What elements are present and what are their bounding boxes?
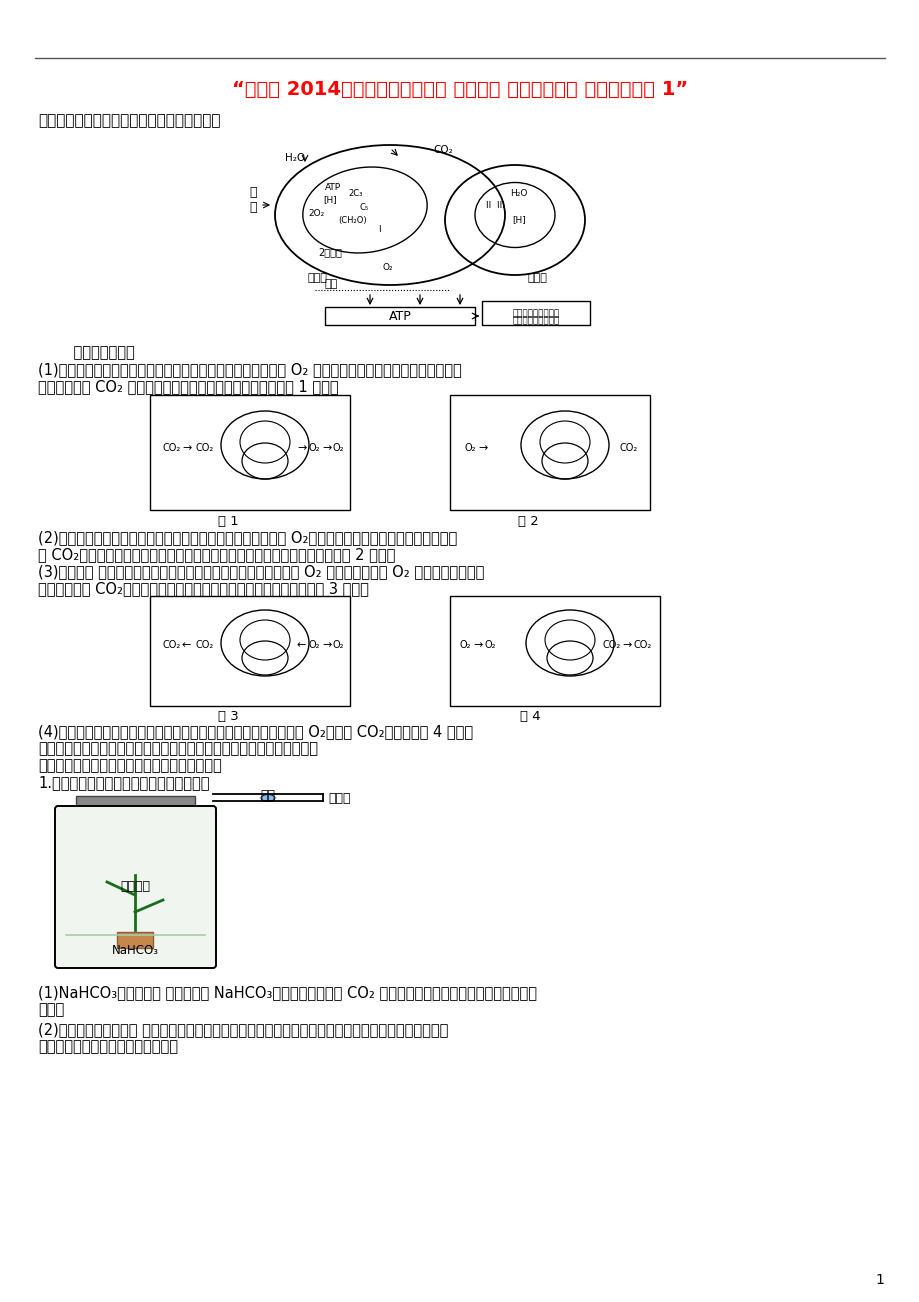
Ellipse shape bbox=[261, 794, 275, 802]
Text: (2)中性光照：光合作用速率等于细胞呼吸速率。叶綠体产生的 O₂供给线粒体进行细胞呼吸。线粒体产生: (2)中性光照：光合作用速率等于细胞呼吸速率。叶綠体产生的 O₂供给线粒体进行细… bbox=[38, 530, 457, 546]
Text: O₂: O₂ bbox=[333, 443, 344, 453]
Text: H₂O: H₂O bbox=[509, 189, 527, 198]
Text: →: → bbox=[322, 443, 331, 453]
Text: 图 1: 图 1 bbox=[218, 516, 238, 529]
Text: 热能: 热能 bbox=[324, 279, 338, 289]
Text: CO₂: CO₂ bbox=[433, 145, 452, 155]
FancyBboxPatch shape bbox=[482, 301, 589, 326]
Text: →: → bbox=[297, 443, 306, 453]
Text: O₂: O₂ bbox=[309, 641, 320, 650]
Text: [H]: [H] bbox=[512, 216, 525, 224]
Text: →: → bbox=[478, 443, 487, 453]
Text: ATP: ATP bbox=[324, 184, 341, 193]
Text: (2)植物光合速率指标： 植物光合作用释放氧气，使容器内气体压强增大，毛细管内的水滴右移。单位时: (2)植物光合速率指标： 植物光合作用释放氧气，使容器内气体压强增大，毛细管内的… bbox=[38, 1022, 448, 1036]
Text: 线粒体: 线粒体 bbox=[528, 273, 548, 283]
Text: ←: ← bbox=[182, 641, 191, 650]
Text: 的 CO₂供给叶綠体进行光合作用，叶片与外界环境不进行气体交换。过程如图 2 所示。: 的 CO₂供给叶綠体进行光合作用，叶片与外界环境不进行气体交换。过程如图 2 所… bbox=[38, 547, 395, 562]
Text: CO₂: CO₂ bbox=[196, 641, 214, 650]
FancyBboxPatch shape bbox=[150, 395, 349, 510]
Text: →: → bbox=[322, 641, 331, 650]
Text: 植物生长、吸能反应: 植物生长、吸能反应 bbox=[512, 316, 559, 326]
Text: 光
能: 光 能 bbox=[249, 186, 256, 214]
Text: 1.表观（净）光合速率的测定方法（如图）: 1.表观（净）光合速率的测定方法（如图） bbox=[38, 775, 210, 790]
Text: O₂: O₂ bbox=[464, 443, 476, 453]
Text: “【备考 2014】高考生物一轮复习 疑难聚焦 专讲专题学案 新人教版必修 1”: “【备考 2014】高考生物一轮复习 疑难聚焦 专讲专题学案 新人教版必修 1” bbox=[232, 79, 687, 99]
Text: 叶綠体: 叶綠体 bbox=[308, 273, 327, 283]
Text: CO₂: CO₂ bbox=[163, 641, 181, 650]
Text: (1)NaHCO₃溶液作用： 玻璃瓶中的 NaHCO₃溶液保证了容器内 CO₂ 浓度的恒定，满足了綠色植物光合作用的: (1)NaHCO₃溶液作用： 玻璃瓶中的 NaHCO₃溶液保证了容器内 CO₂ … bbox=[38, 986, 537, 1000]
Text: C₅: C₅ bbox=[359, 203, 369, 211]
Text: 2O₂: 2O₂ bbox=[308, 208, 323, 217]
Text: ATP: ATP bbox=[388, 310, 411, 323]
Text: CO₂: CO₂ bbox=[633, 641, 652, 650]
Text: O₂: O₂ bbox=[460, 641, 471, 650]
Text: O₂: O₂ bbox=[309, 443, 320, 453]
FancyBboxPatch shape bbox=[449, 395, 650, 510]
FancyBboxPatch shape bbox=[150, 596, 349, 706]
Text: (3)弱光光照 光合作用速率小于细胞呼吸速率。叶綠体产生的全部 O₂ 和从外界吸收的 O₂ 供给线粒体利用。: (3)弱光光照 光合作用速率小于细胞呼吸速率。叶綠体产生的全部 O₂ 和从外界吸… bbox=[38, 564, 483, 579]
Text: 图 3: 图 3 bbox=[218, 710, 238, 723]
FancyBboxPatch shape bbox=[324, 307, 474, 326]
Text: 三、光合作用、细胞呼吸的测定方法及实验装置: 三、光合作用、细胞呼吸的测定方法及实验装置 bbox=[38, 758, 221, 773]
Text: (4)黑暗情况：不进行光合作用，只进行细胞呼吸，叶片从外界吸收 O₂，释放 CO₂。过程如图 4 所示。: (4)黑暗情况：不进行光合作用，只进行细胞呼吸，叶片从外界吸收 O₂，释放 CO… bbox=[38, 724, 472, 740]
Text: 1: 1 bbox=[875, 1273, 883, 1286]
Bar bbox=[117, 932, 153, 948]
Text: 动态分析如下：: 动态分析如下： bbox=[55, 345, 134, 359]
Text: CO₂: CO₂ bbox=[602, 641, 620, 650]
Text: I: I bbox=[378, 224, 380, 233]
Bar bbox=[76, 796, 195, 809]
Text: O₂: O₂ bbox=[382, 263, 393, 272]
Text: O₂: O₂ bbox=[484, 641, 496, 650]
Text: CO₂: CO₂ bbox=[196, 443, 214, 453]
Text: 一、光合作用、细胞呼吸关系图解及动态分析: 一、光合作用、细胞呼吸关系图解及动态分析 bbox=[38, 113, 221, 128]
Text: 水滴: 水滴 bbox=[260, 789, 275, 802]
Text: 线粒体产生的 CO₂除供给叶綠体利用外，其余释放到叶片外。过程如图 3 所示。: 线粒体产生的 CO₂除供给叶綠体利用外，其余释放到叶片外。过程如图 3 所示。 bbox=[38, 581, 369, 596]
Text: 2丙酮酸: 2丙酮酸 bbox=[318, 247, 342, 256]
Text: (CH₂O): (CH₂O) bbox=[337, 216, 367, 225]
Text: 细胞分裂、主动运输: 细胞分裂、主动运输 bbox=[512, 310, 559, 319]
Text: [H]: [H] bbox=[323, 195, 336, 204]
FancyBboxPatch shape bbox=[55, 806, 216, 967]
Text: O₂: O₂ bbox=[333, 641, 344, 650]
Text: →: → bbox=[621, 641, 630, 650]
Text: ←: ← bbox=[297, 641, 306, 650]
Text: 图 2: 图 2 bbox=[517, 516, 538, 529]
Text: 间内水滴右移的体积即为光合速率。: 间内水滴右移的体积即为光合速率。 bbox=[38, 1039, 177, 1055]
FancyBboxPatch shape bbox=[449, 596, 659, 706]
Text: 图 4: 图 4 bbox=[519, 710, 539, 723]
Text: 綠色植物: 綠色植物 bbox=[119, 880, 150, 893]
Text: 叶綠体需要的 CO₂ 的来源：线粒体产生＋外界吸收。过程如图 1 所示。: 叶綠体需要的 CO₂ 的来源：线粒体产生＋外界吸收。过程如图 1 所示。 bbox=[38, 379, 338, 395]
Text: (1)强光光照：光合作用速率大于细胞呼吸速率。叶綠体产生的 O₂ 的去向：供给线粒体＋释放到叶片外。: (1)强光光照：光合作用速率大于细胞呼吸速率。叶綠体产生的 O₂ 的去向：供给线… bbox=[38, 362, 461, 378]
Text: H₂O: H₂O bbox=[285, 154, 305, 163]
Text: →: → bbox=[472, 641, 482, 650]
Text: 需求。: 需求。 bbox=[38, 1003, 64, 1017]
Text: →: → bbox=[182, 443, 191, 453]
Text: CO₂: CO₂ bbox=[619, 443, 638, 453]
Text: 二、光合作用、细胞呼吸坐标曲线解读（参见前面知识，此处不再展开）: 二、光合作用、细胞呼吸坐标曲线解读（参见前面知识，此处不再展开） bbox=[38, 741, 318, 756]
Text: II  III: II III bbox=[485, 201, 504, 210]
Text: 2C₃: 2C₃ bbox=[347, 189, 362, 198]
Text: CO₂: CO₂ bbox=[163, 443, 181, 453]
Text: NaHCO₃: NaHCO₃ bbox=[111, 944, 158, 957]
Text: 毛细管: 毛细管 bbox=[328, 792, 350, 805]
